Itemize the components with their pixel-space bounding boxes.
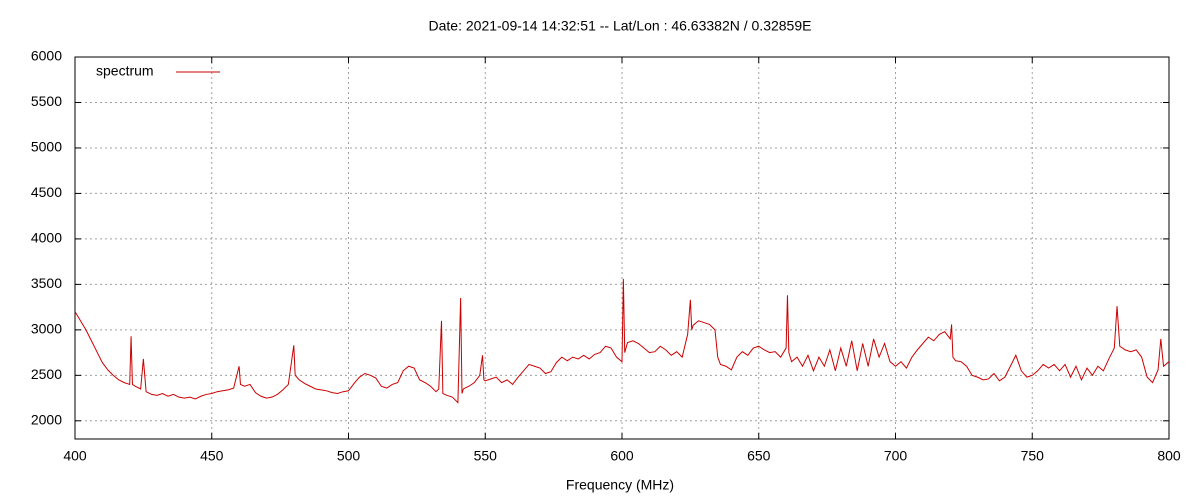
y-tick-label: 3000 — [31, 321, 62, 337]
y-tick-label: 5000 — [31, 139, 62, 155]
y-tick-label: 3500 — [31, 275, 62, 291]
plot-frame — [74, 56, 1170, 440]
legend-label: spectrum — [96, 63, 154, 79]
x-tick-label: 500 — [337, 448, 361, 464]
x-tick-label: 600 — [610, 448, 634, 464]
chart-title: Date: 2021-09-14 14:32:51 -- Lat/Lon : 4… — [429, 18, 812, 34]
x-tick-label: 700 — [884, 448, 908, 464]
x-axis-label: Frequency (MHz) — [566, 477, 674, 493]
y-tick-label: 2500 — [31, 366, 62, 382]
x-tick-label: 650 — [747, 448, 771, 464]
x-tick-label: 550 — [474, 448, 498, 464]
x-tick-label: 800 — [1157, 448, 1181, 464]
y-tick-label: 6000 — [31, 48, 62, 64]
y-tick-label: 4500 — [31, 184, 62, 200]
y-tick-label: 5500 — [31, 93, 62, 109]
line-series — [74, 278, 1170, 404]
y-tick-label: 4000 — [31, 230, 62, 246]
y-tick-label: 2000 — [31, 412, 62, 428]
x-tick-label: 400 — [63, 448, 87, 464]
x-tick-label: 750 — [1021, 448, 1045, 464]
x-tick-label: 450 — [200, 448, 224, 464]
